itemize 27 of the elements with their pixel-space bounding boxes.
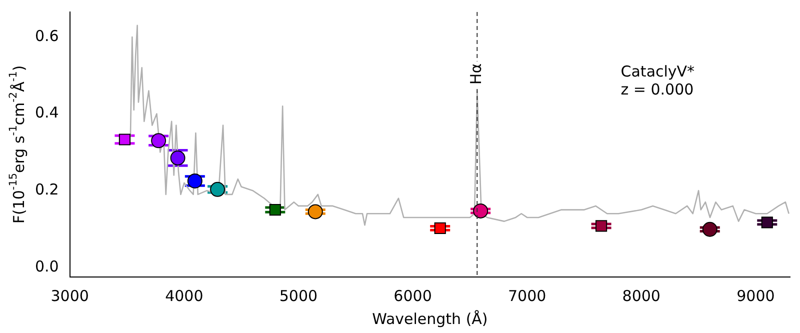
x-tick-label: 6000 [394, 286, 432, 305]
annotation: z = 0.000 [620, 80, 694, 98]
point [595, 220, 608, 232]
x-tick-label: 4000 [165, 286, 204, 305]
point [434, 222, 446, 234]
point [702, 222, 718, 237]
ref-line-label: Hα [467, 63, 486, 85]
y-tick-label: 0.6 [34, 26, 59, 45]
x-tick-label: 8000 [622, 286, 660, 305]
point [761, 216, 773, 228]
x-tick-label: 3000 [50, 286, 89, 305]
x-tick-label: 9000 [736, 286, 775, 305]
point [269, 204, 281, 216]
y-tick-label: 0.4 [34, 104, 59, 122]
point [210, 182, 226, 197]
x-axis-title: Wavelength (Å) [372, 310, 488, 328]
point [473, 203, 488, 218]
point [187, 173, 202, 188]
annotation: CataclyV* [620, 62, 696, 80]
y-tick-label: 0.2 [34, 180, 59, 198]
point [151, 133, 166, 148]
point [308, 204, 323, 220]
point [118, 134, 131, 146]
x-tick-label: 7000 [508, 286, 546, 305]
text: F(10-15erg s-1cm-2Å-1) [8, 65, 28, 224]
y-tick-label: 0.0 [34, 257, 59, 276]
x-tick-label: 5000 [279, 286, 318, 305]
